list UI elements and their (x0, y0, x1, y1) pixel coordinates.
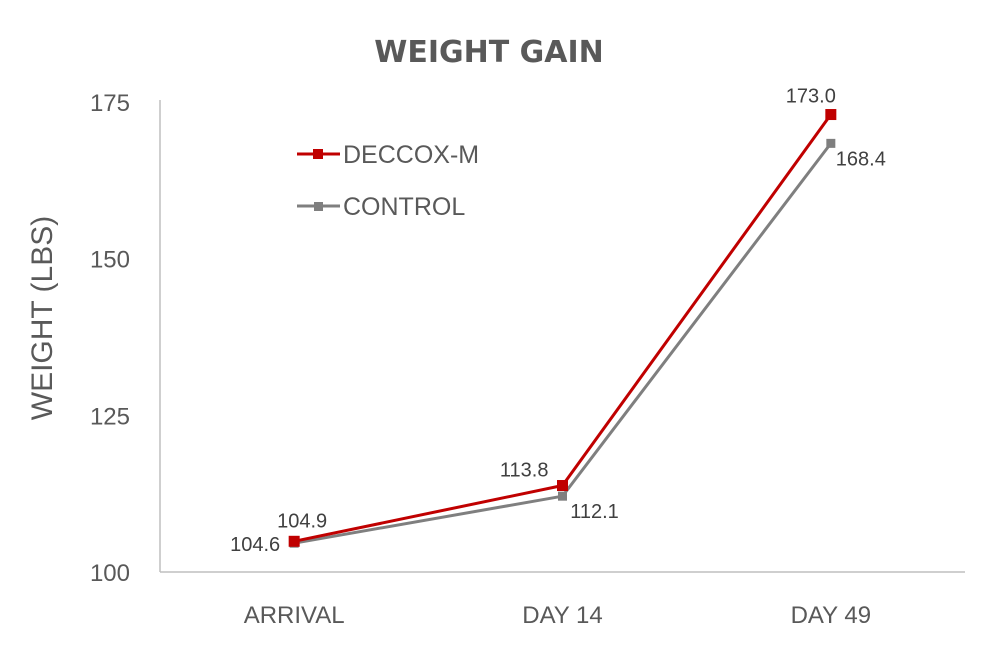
chart-title: WEIGHT GAIN (374, 35, 604, 70)
y-tick-label: 100 (90, 560, 130, 587)
data-label: 104.9 (277, 510, 327, 532)
legend-label: CONTROL (343, 193, 465, 221)
legend-swatch-marker (313, 149, 323, 159)
data-point (558, 491, 567, 501)
y-tick-labels: 100 125 150 175 (90, 90, 130, 587)
x-tick-label: DAY 49 (791, 602, 872, 629)
data-label: 104.6 (230, 534, 280, 556)
x-tick-labels: ARRIVAL DAY 14 DAY 49 (244, 602, 871, 629)
data-label: 168.4 (836, 148, 886, 170)
y-tick-label: 150 (90, 247, 130, 274)
x-tick-label: ARRIVAL (244, 602, 345, 629)
legend-item-control: CONTROL (297, 193, 465, 221)
data-point (825, 109, 837, 121)
data-label: 113.8 (500, 460, 549, 482)
legend-swatch-marker (314, 202, 323, 211)
data-point (826, 138, 836, 148)
x-tick-label: DAY 14 (522, 602, 603, 629)
data-point (557, 480, 568, 492)
data-label: 112.1 (570, 501, 619, 523)
y-tick-label: 175 (90, 90, 130, 117)
y-tick-label: 125 (90, 403, 130, 430)
series-group (288, 109, 837, 548)
legend: DECCOX-M CONTROL (297, 141, 479, 221)
legend-label: DECCOX-M (343, 141, 479, 169)
data-labels: 104.9 113.8 173.0 104.6 112.1 168.4 (230, 86, 886, 557)
y-axis-label: WEIGHT (LBS) (26, 216, 59, 420)
legend-item-deccox-m: DECCOX-M (297, 141, 479, 169)
series-line (293, 113, 833, 543)
data-label: 173.0 (786, 86, 836, 108)
data-point (288, 535, 300, 547)
